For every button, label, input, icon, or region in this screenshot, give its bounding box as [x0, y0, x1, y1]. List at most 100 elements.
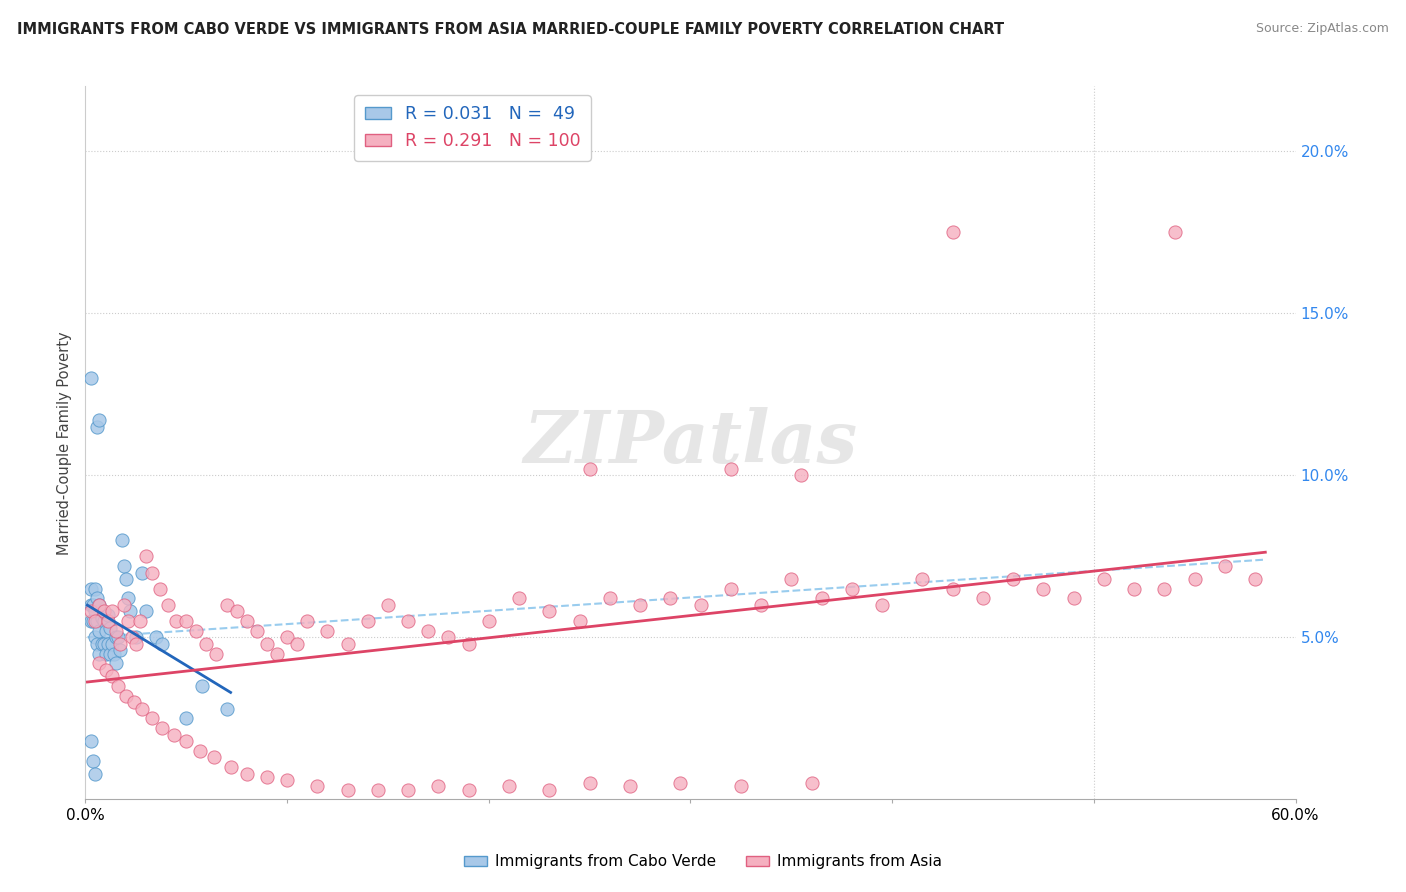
Point	[84, 604, 107, 618]
Point	[98, 647, 121, 661]
Point	[141, 566, 163, 580]
Point	[810, 591, 832, 606]
Point	[1184, 572, 1206, 586]
Point	[396, 782, 419, 797]
Point	[150, 637, 173, 651]
Point	[204, 750, 226, 764]
Point	[100, 669, 122, 683]
Point	[94, 624, 117, 638]
Point	[93, 637, 115, 651]
Legend: Immigrants from Cabo Verde, Immigrants from Asia: Immigrants from Cabo Verde, Immigrants f…	[458, 848, 948, 875]
Point	[942, 225, 965, 239]
Point	[84, 631, 107, 645]
Point	[307, 780, 329, 794]
Point	[174, 734, 197, 748]
Point	[121, 631, 143, 645]
Point	[100, 637, 122, 651]
Point	[84, 766, 107, 780]
Text: Source: ZipAtlas.com: Source: ZipAtlas.com	[1256, 22, 1389, 36]
Point	[619, 780, 641, 794]
Point	[720, 582, 742, 596]
Point	[80, 371, 103, 385]
Text: ZIPatlas: ZIPatlas	[523, 408, 858, 478]
Point	[107, 631, 129, 645]
Point	[972, 591, 994, 606]
Point	[86, 614, 108, 628]
Point	[82, 598, 104, 612]
Point	[93, 614, 115, 628]
Point	[98, 621, 121, 635]
Point	[131, 566, 153, 580]
Point	[157, 598, 180, 612]
Point	[276, 772, 298, 787]
Point	[195, 637, 218, 651]
Point	[1032, 582, 1054, 596]
Point	[118, 604, 141, 618]
Point	[942, 582, 965, 596]
Point	[107, 679, 129, 693]
Point	[215, 702, 238, 716]
Point	[780, 572, 803, 586]
Point	[80, 582, 103, 596]
Point	[437, 631, 460, 645]
Point	[659, 591, 682, 606]
Point	[104, 631, 127, 645]
Point	[790, 468, 813, 483]
Point	[131, 702, 153, 716]
Point	[117, 614, 139, 628]
Point	[1092, 572, 1115, 586]
Point	[599, 591, 621, 606]
Point	[97, 614, 120, 628]
Point	[297, 614, 319, 628]
Point	[89, 413, 111, 427]
Point	[186, 624, 208, 638]
Point	[215, 598, 238, 612]
Point	[149, 582, 172, 596]
Point	[89, 624, 111, 638]
Point	[94, 647, 117, 661]
Point	[427, 780, 450, 794]
Y-axis label: Married-Couple Family Poverty: Married-Couple Family Poverty	[58, 331, 72, 555]
Point	[276, 631, 298, 645]
Point	[336, 637, 359, 651]
Point	[97, 637, 120, 651]
Point	[568, 614, 591, 628]
Point	[104, 624, 127, 638]
Point	[1123, 582, 1146, 596]
Point	[266, 647, 288, 661]
Point	[749, 598, 772, 612]
Point	[108, 637, 131, 651]
Point	[135, 549, 157, 564]
Point	[396, 614, 419, 628]
Text: IMMIGRANTS FROM CABO VERDE VS IMMIGRANTS FROM ASIA MARRIED-COUPLE FAMILY POVERTY: IMMIGRANTS FROM CABO VERDE VS IMMIGRANTS…	[17, 22, 1004, 37]
Point	[125, 631, 148, 645]
Point	[84, 614, 107, 628]
Legend: R = 0.031   N =  49, R = 0.291   N = 100: R = 0.031 N = 49, R = 0.291 N = 100	[354, 95, 591, 161]
Point	[174, 711, 197, 725]
Point	[730, 780, 752, 794]
Point	[205, 647, 228, 661]
Point	[1153, 582, 1175, 596]
Point	[457, 637, 479, 651]
Point	[285, 637, 308, 651]
Point	[90, 611, 112, 625]
Point	[191, 679, 214, 693]
Point	[256, 637, 278, 651]
Point	[89, 598, 111, 612]
Point	[114, 572, 136, 586]
Point	[628, 598, 651, 612]
Point	[135, 604, 157, 618]
Point	[125, 637, 148, 651]
Point	[80, 598, 103, 612]
Point	[82, 754, 104, 768]
Point	[538, 782, 561, 797]
Point	[498, 780, 520, 794]
Point	[418, 624, 440, 638]
Point	[112, 598, 135, 612]
Point	[174, 614, 197, 628]
Point	[97, 607, 120, 622]
Point	[841, 582, 863, 596]
Point	[112, 559, 135, 574]
Point	[336, 782, 359, 797]
Point	[111, 533, 134, 548]
